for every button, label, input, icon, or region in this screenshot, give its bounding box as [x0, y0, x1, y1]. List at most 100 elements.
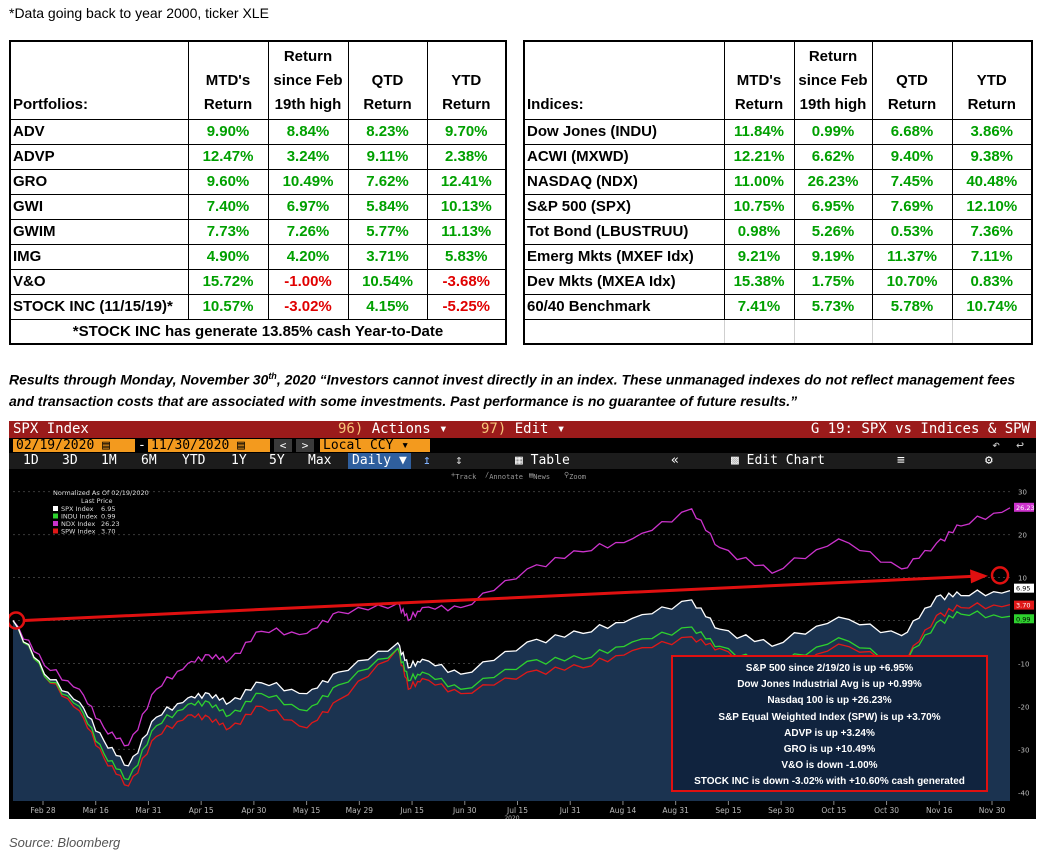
column-header: QTD Return [347, 40, 428, 120]
row-label: 60/40 Benchmark [523, 293, 725, 320]
return-cell: 7.69% [871, 193, 953, 220]
return-cell: 8.23% [347, 118, 428, 145]
gear-icon[interactable]: ⚙ [985, 453, 993, 468]
return-cell: 26.23% [793, 168, 873, 195]
table-row: V&O 15.72% -1.00% 10.54% -3.68% [9, 268, 507, 295]
x-tick-label: Mar 16 [83, 806, 109, 815]
frequency-select[interactable]: Daily ▼ [348, 453, 411, 469]
period-1d[interactable]: 1D [23, 453, 39, 468]
table-row: GWI 7.40% 6.97% 5.84% 10.13% [9, 193, 507, 220]
return-cell: 5.73% [793, 293, 873, 320]
return-cell: 7.26% [267, 218, 349, 245]
x-tick-label: Apr 30 [241, 806, 266, 815]
row-label: NASDAQ (NDX) [523, 168, 725, 195]
edit-menu[interactable]: 97) Edit ▾ [481, 421, 566, 437]
table-row: IMG 4.90% 4.20% 3.71% 5.83% [9, 243, 507, 270]
table-button[interactable]: ▦ Table [515, 453, 570, 468]
return-cell: 9.11% [347, 143, 428, 170]
return-cell: 10.49% [267, 168, 349, 195]
collapse-icon[interactable]: « [671, 453, 679, 468]
zoom-tool[interactable]: ⚲ Zoom [564, 471, 586, 481]
return-cell: 7.11% [951, 243, 1033, 270]
return-cell: 10.13% [426, 193, 507, 220]
y-tick-label: -30 [1018, 746, 1029, 754]
table-icon: ▦ [515, 453, 523, 468]
last-price-label: 26.23 [1016, 504, 1035, 512]
table-row: Emerg Mkts (MXEF Idx) 9.21% 9.19% 11.37% 7.1… [523, 243, 1033, 270]
return-cell: 12.47% [187, 143, 269, 170]
y-tick-label: 30 [1018, 489, 1027, 497]
table-row: Dev Mkts (MXEA Idx) 15.38% 1.75% 10.70% 0.83… [523, 268, 1033, 295]
legend-series-name: SPX Index [61, 505, 94, 513]
last-price-label: 3.70 [1016, 602, 1030, 610]
legend-title: Normalized As Of 02/19/2020 [53, 489, 149, 497]
empty-cell [951, 318, 1033, 345]
table-row: Dow Jones (INDU) 11.84% 0.99% 6.68% 3.86% [523, 118, 1033, 145]
return-cell: 10.70% [871, 268, 953, 295]
start-date-field[interactable]: 02/19/2020 ▤ [13, 439, 135, 452]
news-tool[interactable]: ▤ News [529, 471, 551, 481]
table-row: ACWI (MXWD) 12.21% 6.62% 9.40% 9.38% [523, 143, 1033, 170]
return-cell: 7.40% [187, 193, 269, 220]
empty-cell [793, 318, 873, 345]
end-highlight-circle [990, 566, 1010, 585]
end-date-field[interactable]: 11/30/2020 ▤ [148, 439, 270, 452]
terminal-title-bar: SPX Index 96) Actions ▾ 97) Edit ▾ G 19:… [9, 421, 1036, 438]
row-label: GWI [9, 193, 189, 220]
return-cell: 11.37% [871, 243, 953, 270]
currency-select[interactable]: Local CCY ▾ [320, 439, 430, 452]
period-3d[interactable]: 3D [62, 453, 78, 468]
actions-menu[interactable]: 96) Actions ▾ [338, 421, 448, 437]
line-chart-icon[interactable]: ↥ [423, 453, 431, 468]
return-cell: 4.20% [267, 243, 349, 270]
period-1y[interactable]: 1Y [231, 453, 247, 468]
column-header: Return since Feb 19th high [267, 40, 349, 120]
series-line-indu [12, 610, 1011, 781]
period-6m[interactable]: 6M [141, 453, 157, 468]
next-arrow-icon[interactable]: > [296, 439, 314, 452]
track-tool[interactable]: + Track [451, 471, 477, 481]
x-tick-label: Aug 14 [610, 806, 637, 815]
settings-slider-icon[interactable]: ≡ [897, 453, 905, 468]
bar-chart-icon: ▩ [731, 453, 739, 468]
series-line-spx [12, 589, 1011, 767]
security-field[interactable]: SPX Index [13, 421, 89, 437]
x-tick-label: Oct 15 [821, 806, 846, 815]
source-note: Source: Bloomberg [9, 835, 121, 850]
column-header: MTD's Return [187, 40, 269, 120]
portfolio-returns-table: Portfolios: MTD's Return Return since Feb … [9, 40, 507, 345]
period-1m[interactable]: 1M [101, 453, 117, 468]
period-max[interactable]: Max [308, 453, 332, 468]
prev-arrow-icon[interactable]: < [274, 439, 292, 452]
row-label: Dow Jones (INDU) [523, 118, 725, 145]
index-returns-table: Indices: MTD's Return Return since Feb 19t… [523, 40, 1033, 345]
last-price-flag [1014, 583, 1034, 593]
row-label: Tot Bond (LBUSTRUU) [523, 218, 725, 245]
table-footer-row: *STOCK INC has generate 13.85% cash Year… [9, 318, 507, 345]
return-cell: 6.62% [793, 143, 873, 170]
last-price-label: 6.95 [1016, 585, 1030, 593]
column-header: YTD Return [426, 40, 507, 120]
annotate-tool[interactable]: ∕ Annotate [485, 471, 523, 481]
undo-icon[interactable]: ↶ [992, 438, 1000, 453]
x-tick-label: Apr 15 [189, 806, 214, 815]
x-tick-label: May 29 [346, 806, 374, 815]
y-tick-label: 20 [1018, 532, 1027, 540]
column-header-name: Portfolios: [9, 40, 189, 120]
row-label: ACWI (MXWD) [523, 143, 725, 170]
return-cell: 9.90% [187, 118, 269, 145]
period-ytd[interactable]: YTD [182, 453, 206, 468]
edit-chart-button[interactable]: ▩ Edit Chart [731, 453, 825, 468]
top-note: *Data going back to year 2000, ticker XL… [9, 5, 269, 21]
candle-icon[interactable]: ↕ [455, 453, 463, 468]
return-cell: 3.24% [267, 143, 349, 170]
last-price-flag [1014, 600, 1034, 610]
stock-inc-footnote: *STOCK INC has generate 13.85% cash Year… [9, 318, 507, 345]
x-tick-label: Feb 28 [30, 806, 55, 815]
return-cell: 0.83% [951, 268, 1033, 295]
column-header: MTD's Return [723, 40, 795, 120]
period-5y[interactable]: 5Y [269, 453, 285, 468]
row-label: GRO [9, 168, 189, 195]
back-icon[interactable]: ↩ [1016, 438, 1024, 453]
x-year-label: 2020 [504, 815, 519, 819]
